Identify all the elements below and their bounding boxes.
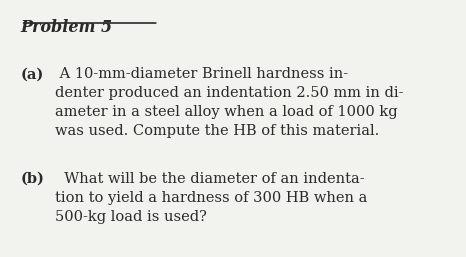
Text: Problem 5: Problem 5: [21, 19, 113, 36]
Text: A 10-mm-diameter Brinell hardness in-
denter produced an indentation 2.50 mm in : A 10-mm-diameter Brinell hardness in- de…: [55, 68, 404, 138]
Text: What will be the diameter of an indenta-
tion to yield a hardness of 300 HB when: What will be the diameter of an indenta-…: [55, 172, 368, 224]
Text: (b): (b): [21, 172, 45, 186]
Text: (a): (a): [21, 68, 44, 81]
